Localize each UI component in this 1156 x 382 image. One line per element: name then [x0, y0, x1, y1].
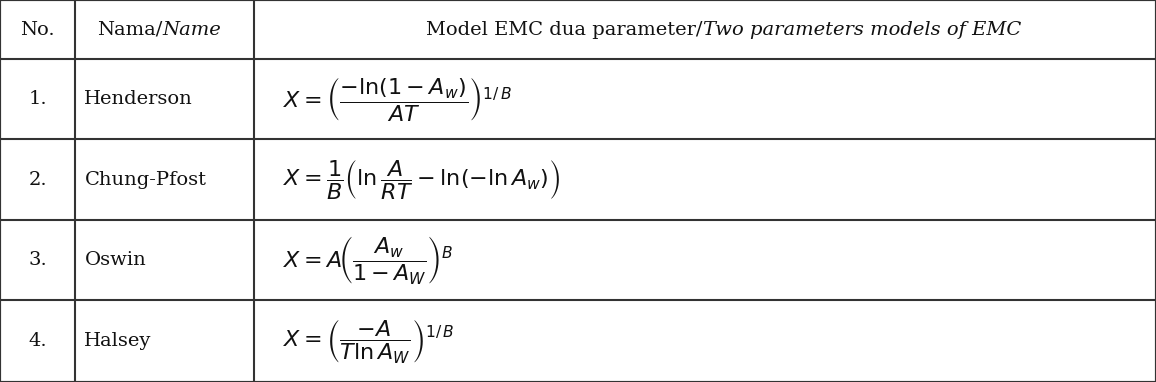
Text: No.: No.	[21, 21, 54, 39]
Text: Nama/: Nama/	[97, 21, 162, 39]
Text: 3.: 3.	[28, 251, 47, 269]
Text: 1.: 1.	[28, 90, 47, 108]
Text: Henderson: Henderson	[84, 90, 193, 108]
Text: $X = \dfrac{1}{B}\left(\ln\dfrac{A}{RT} - \ln(-\ln A_w)\right)$: $X = \dfrac{1}{B}\left(\ln\dfrac{A}{RT} …	[283, 158, 561, 201]
Text: Two parameters models of EMC: Two parameters models of EMC	[703, 21, 1021, 39]
Text: Chung-Pfost: Chung-Pfost	[84, 170, 207, 189]
Text: 4.: 4.	[28, 332, 47, 350]
Text: Oswin: Oswin	[84, 251, 146, 269]
Text: $X = \left(\dfrac{-\ln(1-A_w)}{AT}\right)^{1/\,B}$: $X = \left(\dfrac{-\ln(1-A_w)}{AT}\right…	[283, 75, 512, 123]
Text: 2.: 2.	[28, 170, 47, 189]
Text: Name: Name	[162, 21, 221, 39]
Text: $X = \left(\dfrac{-A}{T\ln A_W}\right)^{1/\,B}$: $X = \left(\dfrac{-A}{T\ln A_W}\right)^{…	[283, 317, 454, 365]
Text: $X = A\!\left(\dfrac{A_w}{1-A_W}\right)^{B}$: $X = A\!\left(\dfrac{A_w}{1-A_W}\right)^…	[283, 234, 453, 286]
Text: Model EMC dua parameter/: Model EMC dua parameter/	[427, 21, 703, 39]
Text: Halsey: Halsey	[84, 332, 151, 350]
